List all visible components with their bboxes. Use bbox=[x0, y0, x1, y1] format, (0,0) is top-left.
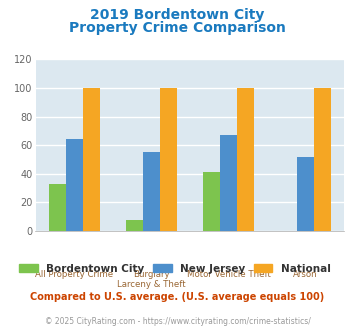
Bar bbox=[160, 88, 177, 231]
Bar bbox=[297, 157, 314, 231]
Text: Property Crime Comparison: Property Crime Comparison bbox=[69, 21, 286, 35]
Legend: Bordentown City, New Jersey, National: Bordentown City, New Jersey, National bbox=[20, 264, 331, 274]
Bar bbox=[143, 152, 160, 231]
Bar bbox=[126, 219, 143, 231]
Bar bbox=[203, 172, 220, 231]
Bar bbox=[83, 88, 100, 231]
Text: 2019 Bordentown City: 2019 Bordentown City bbox=[90, 8, 265, 22]
Text: Compared to U.S. average. (U.S. average equals 100): Compared to U.S. average. (U.S. average … bbox=[31, 292, 324, 302]
Text: © 2025 CityRating.com - https://www.cityrating.com/crime-statistics/: © 2025 CityRating.com - https://www.city… bbox=[45, 317, 310, 326]
Bar bbox=[237, 88, 254, 231]
Bar bbox=[314, 88, 331, 231]
Bar bbox=[220, 135, 237, 231]
Bar bbox=[49, 184, 66, 231]
Bar bbox=[66, 140, 83, 231]
